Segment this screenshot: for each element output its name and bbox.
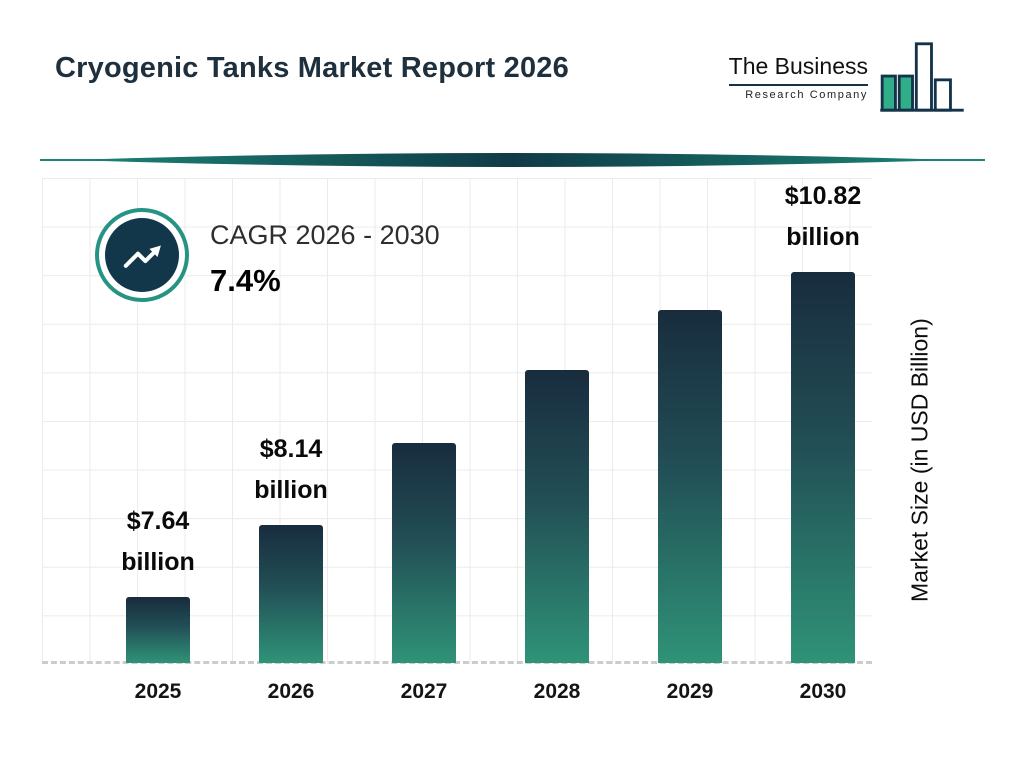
x-tick-label-2030: 2030 — [799, 680, 847, 703]
x-tick-label-2028: 2028 — [533, 680, 581, 703]
bar-2029 — [658, 310, 722, 663]
bar-value-label-2026: $8.14 billion — [254, 429, 328, 512]
bar-value-label-2025: $7.64 billion — [121, 501, 195, 584]
bar-value-unit: billion — [254, 475, 328, 504]
x-tick-label-2026: 2026 — [267, 680, 315, 703]
bar-value-amount: $10.82 — [784, 181, 862, 210]
bar-2030 — [791, 272, 855, 663]
bar-value-amount: $8.14 — [259, 434, 323, 463]
bar-value-unit: billion — [786, 222, 860, 251]
x-tick-label-2025: 2025 — [134, 680, 182, 703]
company-logo: The Business Research Company — [728, 40, 966, 114]
x-tick-label-2027: 2027 — [400, 680, 448, 703]
x-tick-label-2029: 2029 — [666, 680, 714, 703]
bar-2028 — [525, 370, 589, 663]
trend-up-arrow-icon — [123, 245, 161, 268]
logo-text: The Business Research Company — [728, 53, 868, 101]
cagr-value: 7.4% — [210, 263, 281, 298]
bar-2027 — [392, 443, 456, 663]
page-title: Cryogenic Tanks Market Report 2026 — [55, 52, 569, 84]
y-axis-label: Market Size (in USD Billion) — [906, 318, 933, 602]
cagr-badge — [95, 208, 189, 302]
logo-name-line1: The Business — [728, 53, 868, 86]
cagr-badge-inner — [105, 218, 179, 292]
bar-2026 — [259, 525, 323, 663]
bar-value-unit: billion — [121, 547, 195, 576]
bar-value-amount: $7.64 — [126, 506, 190, 535]
divider-line — [40, 153, 985, 167]
chart-baseline-dashed — [42, 661, 872, 664]
logo-bar-chart-icon — [880, 42, 964, 112]
bar-value-label-2030: $10.82 billion — [785, 176, 861, 259]
cagr-range-label: CAGR 2026 - 2030 — [210, 220, 440, 250]
bar-2025 — [126, 597, 190, 663]
logo-name-line2: Research Company — [745, 89, 868, 101]
